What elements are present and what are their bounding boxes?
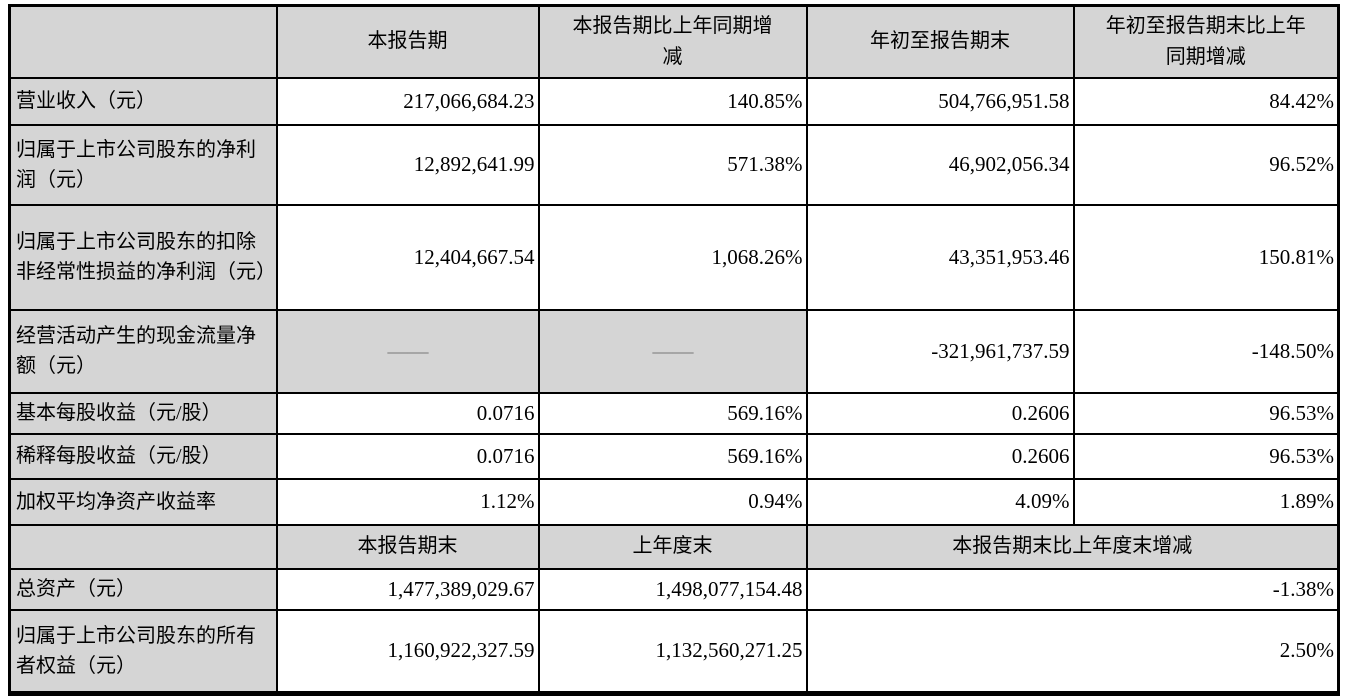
cell-value: 46,902,056.34 bbox=[805, 123, 1075, 206]
cell-value: 1,068.26% bbox=[537, 203, 808, 311]
table-row: 归属于上市公司股东的净利润（元） 12,892,641.99 571.38% 4… bbox=[8, 123, 1340, 206]
cell-value: 84.42% bbox=[1072, 76, 1340, 126]
cell-value: 96.53% bbox=[1072, 432, 1340, 480]
header-end-of-period: 本报告期末 bbox=[275, 523, 540, 570]
cell-value: 150.81% bbox=[1072, 203, 1340, 311]
cell-value: 0.0716 bbox=[275, 432, 540, 480]
header-row-period-end: 本报告期末 上年度末 本报告期末比上年度末增减 bbox=[8, 523, 1340, 570]
cell-value: 1.12% bbox=[275, 477, 540, 526]
cell-value: 1,477,389,029.67 bbox=[275, 567, 540, 611]
cell-value: 12,892,641.99 bbox=[275, 123, 540, 206]
header-row-period: 本报告期 本报告期比上年同期增 减 年初至报告期末 年初至报告期末比上年 同期增… bbox=[8, 4, 1340, 79]
cell-dash-placeholder: —— bbox=[275, 308, 540, 394]
row-label-total-assets: 总资产（元） bbox=[8, 567, 278, 611]
row-label-operating-revenue: 营业收入（元） bbox=[8, 76, 278, 126]
cell-value: 0.94% bbox=[537, 477, 808, 526]
header-ytd-yoy-change: 年初至报告期末比上年 同期增减 bbox=[1072, 4, 1340, 79]
cell-value: -1.38% bbox=[805, 567, 1340, 611]
row-label-shareholders-equity: 归属于上市公司股东的所有者权益（元） bbox=[8, 608, 278, 695]
cell-value: 1.89% bbox=[1072, 477, 1340, 526]
cell-value: 0.2606 bbox=[805, 391, 1075, 435]
header-end-of-last-year: 上年度末 bbox=[537, 523, 808, 570]
row-label-basic-eps: 基本每股收益（元/股） bbox=[8, 391, 278, 435]
cell-value: 504,766,951.58 bbox=[805, 76, 1075, 126]
cell-value: 96.52% bbox=[1072, 123, 1340, 206]
table-row: 营业收入（元） 217,066,684.23 140.85% 504,766,9… bbox=[8, 76, 1340, 126]
table-row: 稀释每股收益（元/股） 0.0716 569.16% 0.2606 96.53% bbox=[8, 432, 1340, 480]
table-row: 基本每股收益（元/股） 0.0716 569.16% 0.2606 96.53% bbox=[8, 391, 1340, 435]
row-label-diluted-eps: 稀释每股收益（元/股） bbox=[8, 432, 278, 480]
table-row: 加权平均净资产收益率 1.12% 0.94% 4.09% 1.89% bbox=[8, 477, 1340, 526]
cell-value: 96.53% bbox=[1072, 391, 1340, 435]
cell-value: 569.16% bbox=[537, 432, 808, 480]
cell-value: 571.38% bbox=[537, 123, 808, 206]
cell-value: 217,066,684.23 bbox=[275, 76, 540, 126]
cell-value: 1,160,922,327.59 bbox=[275, 608, 540, 695]
cell-value: 4.09% bbox=[805, 477, 1075, 526]
cell-value: 1,132,560,271.25 bbox=[537, 608, 808, 695]
cell-value: -148.50% bbox=[1072, 308, 1340, 394]
header-current-period: 本报告期 bbox=[275, 4, 540, 79]
row-label-operating-cash-flow: 经营活动产生的现金流量净额（元） bbox=[8, 308, 278, 394]
header-period-end-vs-last-year-change: 本报告期末比上年度末增减 bbox=[805, 523, 1340, 570]
header-ytd: 年初至报告期末 bbox=[805, 4, 1075, 79]
table-row: 经营活动产生的现金流量净额（元） —— —— -321,961,737.59 -… bbox=[8, 308, 1340, 394]
cell-value: 140.85% bbox=[537, 76, 808, 126]
cell-value: 43,351,953.46 bbox=[805, 203, 1075, 311]
cell-value: -321,961,737.59 bbox=[805, 308, 1075, 394]
corner-cell bbox=[8, 4, 278, 79]
row-label-net-profit: 归属于上市公司股东的净利润（元） bbox=[8, 123, 278, 206]
financial-summary-table: 本报告期 本报告期比上年同期增 减 年初至报告期末 年初至报告期末比上年 同期增… bbox=[8, 4, 1340, 696]
corner-cell bbox=[8, 523, 278, 570]
row-label-weighted-avg-roe: 加权平均净资产收益率 bbox=[8, 477, 278, 526]
table-row: 归属于上市公司股东的扣除非经常性损益的净利润（元） 12,404,667.54 … bbox=[8, 203, 1340, 311]
cell-value: 12,404,667.54 bbox=[275, 203, 540, 311]
table-row: 总资产（元） 1,477,389,029.67 1,498,077,154.48… bbox=[8, 567, 1340, 611]
cell-value: 2.50% bbox=[805, 608, 1340, 695]
cell-value: 0.0716 bbox=[275, 391, 540, 435]
header-current-period-yoy-change: 本报告期比上年同期增 减 bbox=[537, 4, 808, 79]
cell-dash-placeholder: —— bbox=[537, 308, 808, 394]
table-row: 归属于上市公司股东的所有者权益（元） 1,160,922,327.59 1,13… bbox=[8, 608, 1340, 695]
row-label-net-profit-excl-nonrecurring: 归属于上市公司股东的扣除非经常性损益的净利润（元） bbox=[8, 203, 278, 311]
cell-value: 569.16% bbox=[537, 391, 808, 435]
cell-value: 0.2606 bbox=[805, 432, 1075, 480]
cell-value: 1,498,077,154.48 bbox=[537, 567, 808, 611]
